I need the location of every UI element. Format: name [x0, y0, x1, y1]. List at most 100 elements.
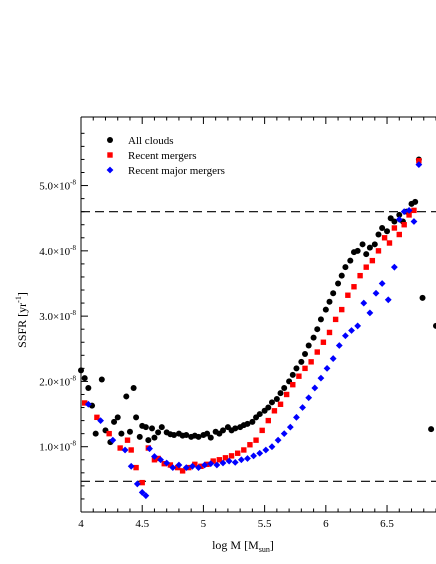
recent-mergers-point	[216, 457, 223, 463]
all-clouds-point	[155, 429, 162, 436]
plot-frame-group	[80, 116, 436, 513]
all-clouds-point	[375, 231, 382, 238]
recent-mergers-point	[381, 235, 388, 241]
recent-mergers-point	[247, 442, 253, 448]
recent-major-mergers-point	[225, 457, 233, 465]
recent-major-mergers-point	[400, 208, 408, 216]
all-clouds-point	[302, 351, 309, 357]
all-clouds-point	[268, 399, 275, 406]
recent-major-mergers-point	[354, 322, 362, 330]
recent-major-mergers-point	[360, 299, 368, 307]
recent-major-mergers-point	[366, 309, 374, 317]
recent-major-mergers-point	[405, 206, 413, 214]
all-clouds-point	[171, 431, 178, 438]
recent-mergers-point	[271, 408, 278, 414]
all-clouds-point	[289, 371, 296, 378]
recent-mergers-point	[326, 329, 333, 336]
recent-major-mergers-point	[138, 489, 146, 496]
recent-mergers-point	[332, 316, 339, 323]
all-clouds-point	[384, 228, 391, 235]
all-clouds-point	[419, 294, 426, 301]
recent-mergers-point	[283, 391, 290, 398]
all-clouds-point	[281, 384, 288, 391]
y-tick-label: 3.0×10-8	[39, 309, 76, 323]
recent-major-mergers-point	[256, 449, 264, 457]
all-clouds-point	[314, 326, 321, 333]
recent-mergers-point	[253, 437, 259, 443]
all-clouds-point	[338, 272, 345, 279]
legend-label-all-clouds: All clouds	[128, 135, 174, 147]
recent-mergers-point	[386, 240, 393, 246]
all-clouds-point	[371, 241, 378, 248]
recent-major-mergers-point	[213, 461, 221, 469]
all-clouds-point	[391, 218, 398, 225]
recent-mergers-point	[139, 479, 145, 486]
y-axis-label: SSFR [yr-1]	[14, 292, 29, 348]
recent-major-mergers-point	[268, 443, 276, 451]
legend-marker-all-clouds	[107, 137, 113, 143]
all-clouds-point	[342, 264, 349, 271]
all-clouds-point	[310, 334, 317, 341]
recent-major-mergers-point	[390, 263, 398, 271]
recent-major-mergers-point	[342, 332, 349, 340]
recent-mergers-point	[296, 373, 302, 379]
recent-major-mergers-point	[317, 374, 325, 382]
all-clouds-point	[433, 322, 436, 329]
all-clouds-point	[151, 434, 158, 441]
y-tick-label: 2.0×10-8	[39, 374, 76, 388]
recent-major-mergers-point	[207, 460, 215, 468]
all-clouds-point	[92, 430, 99, 437]
recent-mergers-point	[210, 458, 216, 464]
y-axis-label-superscript: -1	[14, 296, 23, 303]
recent-major-mergers-point	[237, 456, 245, 464]
recent-mergers-point	[192, 461, 198, 468]
recent-major-mergers-point	[188, 462, 196, 470]
all-clouds-point	[133, 414, 140, 421]
recent-mergers-point	[241, 447, 247, 453]
all-clouds-point	[244, 420, 251, 427]
all-clouds-point	[220, 427, 226, 434]
legend-marker-recent-major-mergers	[106, 166, 114, 174]
recent-major-mergers-point	[142, 492, 150, 500]
all-clouds-point	[158, 424, 165, 431]
all-clouds-point	[130, 384, 137, 391]
recent-mergers-point	[290, 381, 296, 388]
recent-mergers-point	[396, 231, 402, 238]
all-clouds-point	[330, 290, 337, 297]
all-clouds-point	[111, 418, 118, 425]
legend-label-recent-mergers: Recent mergers	[128, 150, 197, 162]
recent-mergers-point	[106, 430, 112, 437]
recent-mergers-point	[117, 445, 123, 451]
all-clouds-point	[256, 411, 263, 418]
recent-mergers-point	[357, 272, 363, 279]
recent-major-mergers-point	[262, 446, 270, 454]
recent-major-mergers-point	[299, 404, 306, 411]
recent-major-mergers-point	[163, 459, 171, 467]
all-clouds-point	[145, 437, 152, 444]
recent-major-mergers-point	[97, 417, 104, 424]
recent-major-mergers-point	[219, 459, 227, 467]
recent-major-mergers-point	[109, 436, 117, 444]
all-clouds-point	[396, 211, 403, 218]
x-tick-label: 5.5	[258, 518, 272, 530]
recent-major-mergers-point	[329, 355, 337, 362]
recent-major-mergers-point	[384, 296, 392, 304]
recent-major-mergers-point	[293, 413, 300, 421]
recent-mergers-point	[351, 284, 357, 290]
all-clouds-point	[114, 414, 121, 421]
recent-mergers-point	[81, 400, 88, 406]
recent-mergers-point	[345, 292, 351, 298]
recent-major-mergers-point	[348, 327, 355, 334]
recent-major-mergers-point	[151, 453, 158, 460]
recent-mergers-point	[375, 248, 382, 254]
recent-mergers-point	[179, 468, 186, 474]
all-clouds-point	[298, 358, 305, 365]
all-clouds-point	[249, 418, 256, 425]
all-clouds-point	[81, 375, 88, 382]
recent-mergers-point	[339, 306, 345, 313]
recent-major-mergers-point	[84, 400, 92, 408]
recent-mergers-point	[391, 225, 398, 231]
recent-major-mergers-point	[250, 452, 258, 460]
recent-mergers-point	[308, 359, 314, 365]
